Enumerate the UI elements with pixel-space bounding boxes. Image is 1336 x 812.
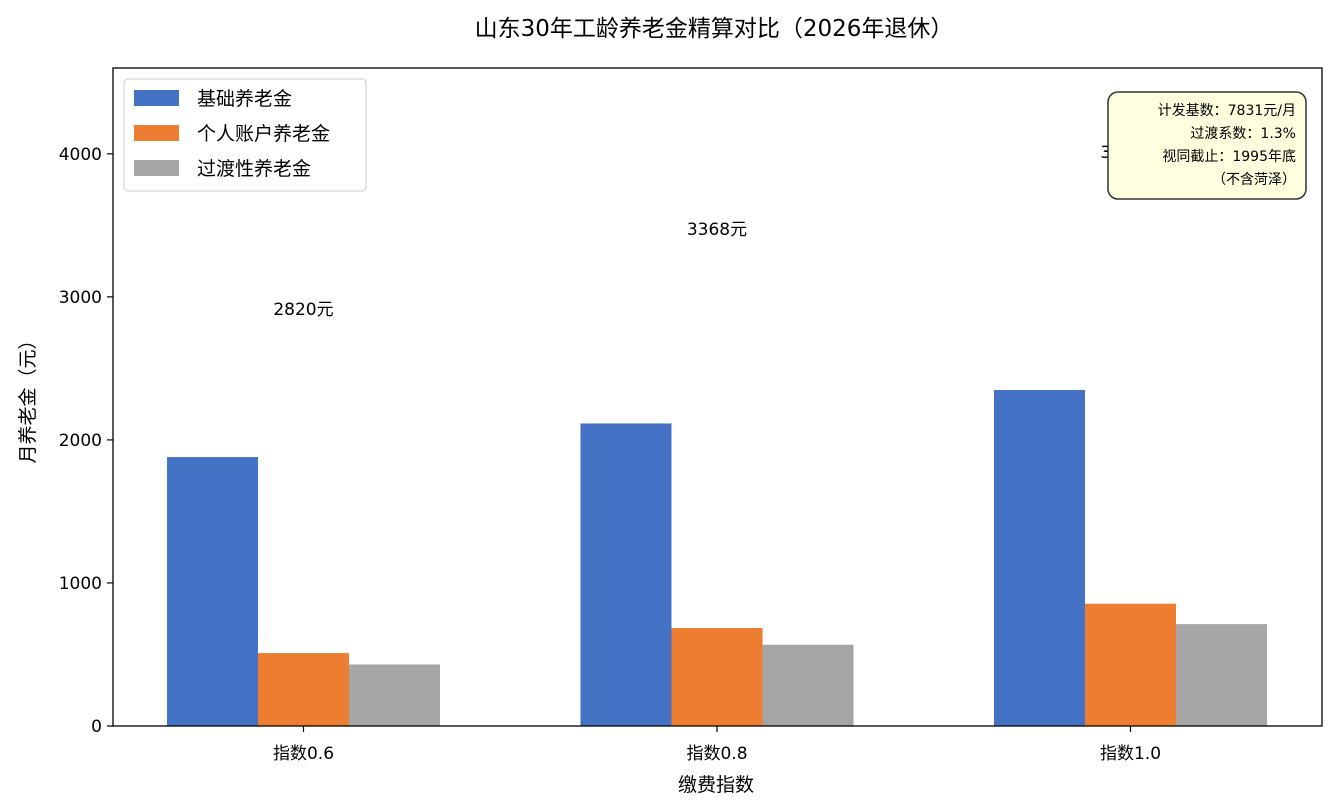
total-label-1: 2820元	[273, 300, 333, 320]
y-tick-label-5: 4000	[59, 145, 102, 165]
total-label-2: 3368元	[687, 220, 747, 240]
annotation-line-2: 过渡系数：1.3%	[1190, 126, 1296, 142]
x-tick-label-1: 指数0.6	[273, 744, 334, 764]
bar-3-1	[349, 664, 440, 726]
bar-1-3	[994, 389, 1085, 726]
legend-swatch-2	[134, 125, 179, 141]
y-tick-label-4: 3000	[59, 288, 102, 308]
bar-2-3	[1085, 603, 1176, 726]
bar-1-1	[167, 457, 258, 726]
bar-3-3	[1176, 624, 1267, 726]
legend-box	[123, 78, 367, 192]
x-tick-label-2: 指数0.8	[686, 744, 747, 764]
bar-2-2	[671, 628, 763, 726]
x-axis: 指数0.6 指数0.8 指数1.0	[273, 726, 1161, 764]
legend-label-1: 基础养老金	[197, 88, 292, 110]
x-tick-label-3: 指数1.0	[1100, 744, 1161, 764]
annotation-background	[1107, 91, 1307, 200]
total-labels-group: 2820元3368元3916元	[273, 143, 1160, 320]
y-tick-label-2: 1000	[59, 574, 102, 594]
chart-title: 山东30年工龄养老金精算对比（2026年退休）	[475, 16, 954, 42]
annotation-line-3: 视同截止：1995年底	[1162, 149, 1296, 165]
bar-3-2	[762, 644, 854, 726]
annotation-line-1: 计发基数：7831元/月	[1158, 102, 1296, 119]
y-tick-label-1: 0	[91, 717, 102, 737]
bar-1-2	[580, 423, 672, 726]
annotation-line-4: （不含菏泽）	[1212, 172, 1296, 188]
bar-2-1	[258, 653, 349, 726]
y-axis-label: 月养老金（元）	[17, 330, 39, 463]
legend-swatch-1	[134, 90, 179, 106]
y-tick-label-3: 2000	[59, 431, 102, 451]
bars-group	[167, 389, 1267, 726]
x-axis-label: 缴费指数	[678, 774, 754, 796]
legend-swatch-3	[134, 160, 179, 176]
legend-label-3: 过渡性养老金	[197, 158, 311, 180]
y-axis: 0 1000 2000 3000 4000	[59, 145, 113, 737]
legend-label-2: 个人账户养老金	[197, 123, 330, 145]
